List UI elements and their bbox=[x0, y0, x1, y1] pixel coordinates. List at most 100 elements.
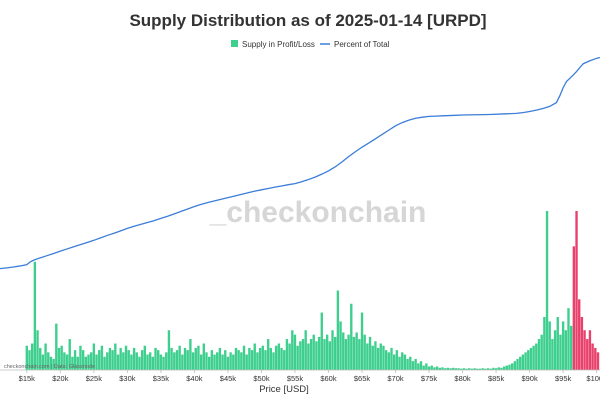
supply-bar bbox=[433, 367, 436, 370]
percent-line-group bbox=[0, 56, 600, 270]
supply-bar bbox=[132, 347, 136, 370]
x-axis-ticks: $15k $20k $25k $30k $35k $40k $45k $50k $55k $60k… bbox=[19, 370, 600, 383]
supply-bar bbox=[98, 350, 101, 371]
supply-bar bbox=[146, 354, 149, 370]
supply-bar bbox=[315, 341, 318, 370]
x-tick-label: $25k bbox=[86, 374, 103, 383]
supply-bar bbox=[586, 339, 589, 370]
supply-bar bbox=[355, 332, 358, 370]
supply-bar bbox=[419, 361, 423, 370]
supply-bar bbox=[135, 352, 138, 370]
supply-bar bbox=[111, 350, 114, 371]
supply-bar bbox=[191, 352, 195, 370]
supply-bar bbox=[438, 367, 441, 370]
supply-bar bbox=[376, 347, 380, 370]
supply-bar bbox=[591, 343, 594, 370]
supply-bar bbox=[205, 352, 208, 370]
supply-bar bbox=[521, 354, 525, 370]
supply-bar bbox=[124, 345, 128, 370]
supply-bar bbox=[55, 323, 58, 371]
supply-bar bbox=[240, 352, 243, 370]
supply-bar bbox=[569, 325, 573, 370]
supply-bar bbox=[234, 347, 238, 370]
supply-bar bbox=[441, 367, 444, 370]
supply-bar bbox=[368, 336, 372, 371]
x-tick-label: $95k bbox=[555, 374, 572, 383]
supply-bar bbox=[454, 368, 458, 370]
supply-bar bbox=[202, 343, 205, 370]
supply-bar bbox=[478, 368, 482, 370]
supply-bar bbox=[505, 365, 508, 370]
supply-bar bbox=[317, 336, 321, 371]
supply-bar bbox=[293, 334, 297, 370]
supply-bar bbox=[470, 368, 474, 370]
supply-bar bbox=[449, 368, 452, 370]
supply-bar bbox=[484, 368, 487, 370]
supply-bar bbox=[510, 363, 514, 370]
supply-bar bbox=[49, 356, 53, 370]
legend-label-supply: Supply in Profit/Loss bbox=[242, 40, 315, 49]
supply-bar bbox=[553, 330, 557, 370]
supply-bar bbox=[398, 356, 401, 370]
supply-bar bbox=[33, 261, 37, 370]
supply-bar bbox=[508, 364, 511, 370]
supply-bar bbox=[159, 354, 163, 370]
supply-bar bbox=[119, 347, 122, 370]
supply-bar bbox=[73, 350, 77, 371]
supply-bar bbox=[71, 356, 74, 370]
supply-bar bbox=[122, 352, 125, 370]
supply-bar bbox=[253, 343, 256, 370]
supply-bar bbox=[266, 339, 270, 370]
supply-bar bbox=[379, 343, 382, 370]
supply-bar bbox=[39, 347, 42, 370]
supply-bar bbox=[556, 317, 559, 370]
supply-bar bbox=[473, 368, 476, 370]
supply-bar bbox=[307, 343, 310, 370]
supply-bar bbox=[79, 345, 82, 370]
x-tick-label: $45k bbox=[220, 374, 237, 383]
supply-bar bbox=[540, 334, 543, 370]
supply-bar bbox=[588, 330, 592, 370]
supply-bar bbox=[481, 368, 484, 370]
supply-bar bbox=[489, 368, 492, 370]
supply-bar bbox=[60, 345, 63, 370]
x-tick-label: $75k bbox=[421, 374, 438, 383]
x-axis-title: Price [USD] bbox=[259, 384, 309, 395]
supply-bar bbox=[100, 345, 104, 370]
supply-bar bbox=[535, 343, 538, 370]
supply-bar bbox=[409, 356, 412, 370]
supply-bar bbox=[170, 347, 173, 370]
x-tick-label: $100k bbox=[586, 374, 600, 383]
supply-bar bbox=[347, 334, 350, 370]
supply-bar bbox=[89, 352, 93, 370]
supply-bar bbox=[323, 339, 326, 370]
x-tick-label: $55k bbox=[287, 374, 304, 383]
supply-bar bbox=[393, 354, 396, 370]
x-tick-label: $20k bbox=[52, 374, 69, 383]
supply-bar bbox=[443, 368, 447, 370]
supply-bar bbox=[492, 367, 495, 370]
supply-bars bbox=[25, 211, 600, 371]
supply-bar bbox=[543, 317, 546, 370]
supply-bar bbox=[352, 336, 356, 371]
supply-bar bbox=[527, 350, 530, 371]
supply-bar bbox=[460, 368, 463, 370]
supply-bar bbox=[548, 321, 551, 370]
supply-bar bbox=[427, 366, 431, 370]
supply-bar bbox=[106, 352, 109, 370]
supply-bar bbox=[325, 334, 329, 370]
chart-title: Supply Distribution as of 2025-01-14 [UR… bbox=[129, 11, 486, 30]
supply-bar bbox=[301, 339, 305, 370]
supply-bar bbox=[25, 345, 28, 370]
x-tick-label: $30k bbox=[119, 374, 136, 383]
legend-label-percent: Percent of Total bbox=[334, 40, 390, 49]
supply-bar bbox=[157, 350, 160, 371]
supply-bar bbox=[138, 356, 141, 370]
supply-bar bbox=[580, 317, 584, 370]
supply-bar bbox=[360, 312, 364, 370]
supply-bar bbox=[497, 367, 500, 370]
x-tick-label: $70k bbox=[387, 374, 404, 383]
supply-bar bbox=[108, 347, 112, 370]
supply-bar bbox=[572, 246, 576, 370]
percent-of-total-line bbox=[0, 56, 600, 270]
